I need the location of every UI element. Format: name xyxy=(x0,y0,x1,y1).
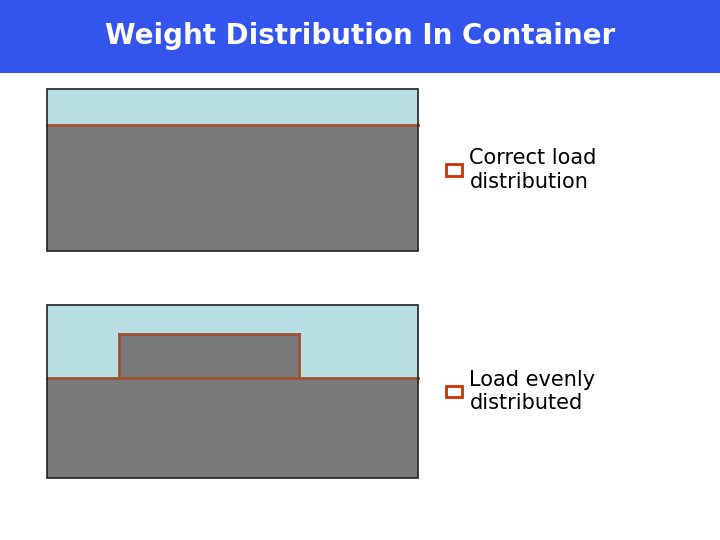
Bar xyxy=(446,386,462,397)
Text: Correct load
distribution: Correct load distribution xyxy=(469,148,597,192)
Text: Load evenly
distributed: Load evenly distributed xyxy=(469,370,595,413)
Bar xyxy=(47,377,418,478)
Text: Weight Distribution In Container: Weight Distribution In Container xyxy=(105,23,615,50)
Bar xyxy=(47,305,418,478)
Bar xyxy=(47,305,418,478)
Bar xyxy=(0,0,720,73)
Bar xyxy=(47,89,418,251)
Bar xyxy=(47,89,418,251)
Bar xyxy=(446,164,462,176)
Bar xyxy=(47,125,418,251)
Bar xyxy=(119,334,299,377)
